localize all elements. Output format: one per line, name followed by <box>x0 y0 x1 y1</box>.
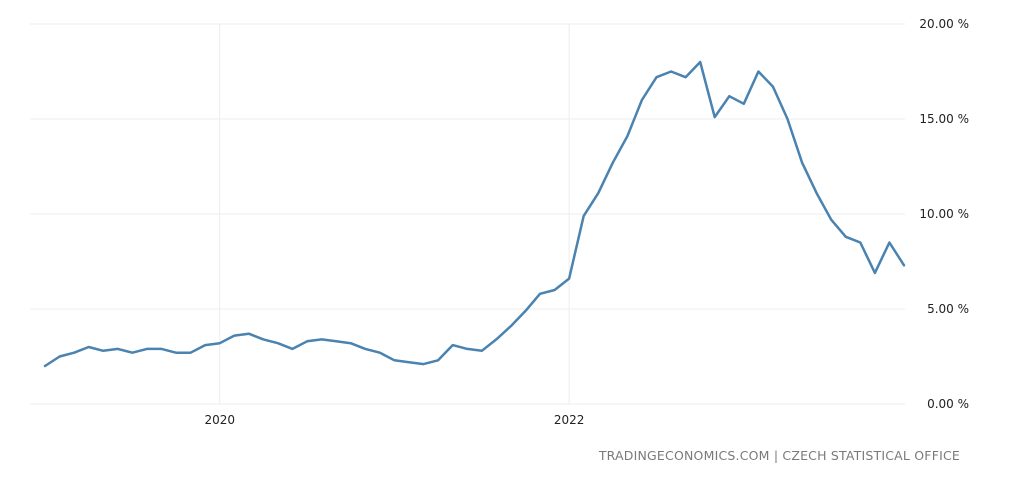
data-point <box>903 264 905 266</box>
data-point <box>510 325 512 327</box>
data-point <box>568 277 570 279</box>
data-point <box>320 338 322 340</box>
data-point <box>335 340 337 342</box>
data-point <box>786 118 788 120</box>
data-point <box>801 162 803 164</box>
data-point <box>845 236 847 238</box>
data-point <box>641 99 643 101</box>
data-point <box>553 289 555 291</box>
data-point <box>117 348 119 350</box>
data-point <box>699 61 701 63</box>
data-point <box>248 333 250 335</box>
data-point <box>815 192 817 194</box>
y-axis-ticks: 0.00 % 5.00 % 10.00 % 15.00 % 20.00 % <box>919 17 969 411</box>
data-point <box>772 86 774 88</box>
y-tick-label: 15.00 % <box>919 112 969 126</box>
data-point <box>466 348 468 350</box>
data-point <box>874 272 876 274</box>
x-axis-ticks: 2020 2022 <box>204 413 584 427</box>
data-point <box>379 352 381 354</box>
data-point <box>539 293 541 295</box>
data-point <box>58 355 60 357</box>
x-tick-label: 2020 <box>204 413 235 427</box>
data-point <box>743 103 745 105</box>
data-point <box>44 365 46 367</box>
data-point <box>277 342 279 344</box>
data-point <box>888 241 890 243</box>
y-tick-label: 5.00 % <box>927 302 969 316</box>
data-point <box>859 241 861 243</box>
data-point <box>146 348 148 350</box>
data-point <box>73 352 75 354</box>
x-tick-label: 2022 <box>554 413 585 427</box>
data-point <box>597 192 599 194</box>
data-point <box>262 338 264 340</box>
data-point <box>306 340 308 342</box>
data-point <box>219 342 221 344</box>
data-point <box>233 334 235 336</box>
data-point <box>160 348 162 350</box>
data-point <box>495 338 497 340</box>
data-point <box>131 352 133 354</box>
data-point <box>204 344 206 346</box>
data-point <box>612 162 614 164</box>
data-point <box>189 352 191 354</box>
data-point <box>524 310 526 312</box>
data-point <box>364 348 366 350</box>
data-point <box>451 344 453 346</box>
data-point <box>670 70 672 72</box>
data-point <box>350 342 352 344</box>
data-point <box>626 135 628 137</box>
data-point <box>102 350 104 352</box>
data-point <box>728 95 730 97</box>
data-point <box>684 76 686 78</box>
data-point <box>437 359 439 361</box>
data-point <box>757 70 759 72</box>
grid-lines <box>30 23 905 405</box>
y-tick-label: 0.00 % <box>927 397 969 411</box>
data-point <box>422 363 424 365</box>
y-tick-label: 10.00 % <box>919 207 969 221</box>
y-tick-label: 20.00 % <box>919 17 969 31</box>
data-point <box>87 346 89 348</box>
data-point <box>655 76 657 78</box>
data-point <box>714 116 716 118</box>
series-line <box>43 60 906 368</box>
data-point <box>291 348 293 350</box>
data-point <box>582 215 584 217</box>
source-attribution: TRADINGECONOMICS.COM | CZECH STATISTICAL… <box>598 448 960 463</box>
data-point <box>393 359 395 361</box>
data-point <box>481 350 483 352</box>
data-point <box>830 219 832 221</box>
data-point <box>408 361 410 363</box>
data-point <box>175 352 177 354</box>
